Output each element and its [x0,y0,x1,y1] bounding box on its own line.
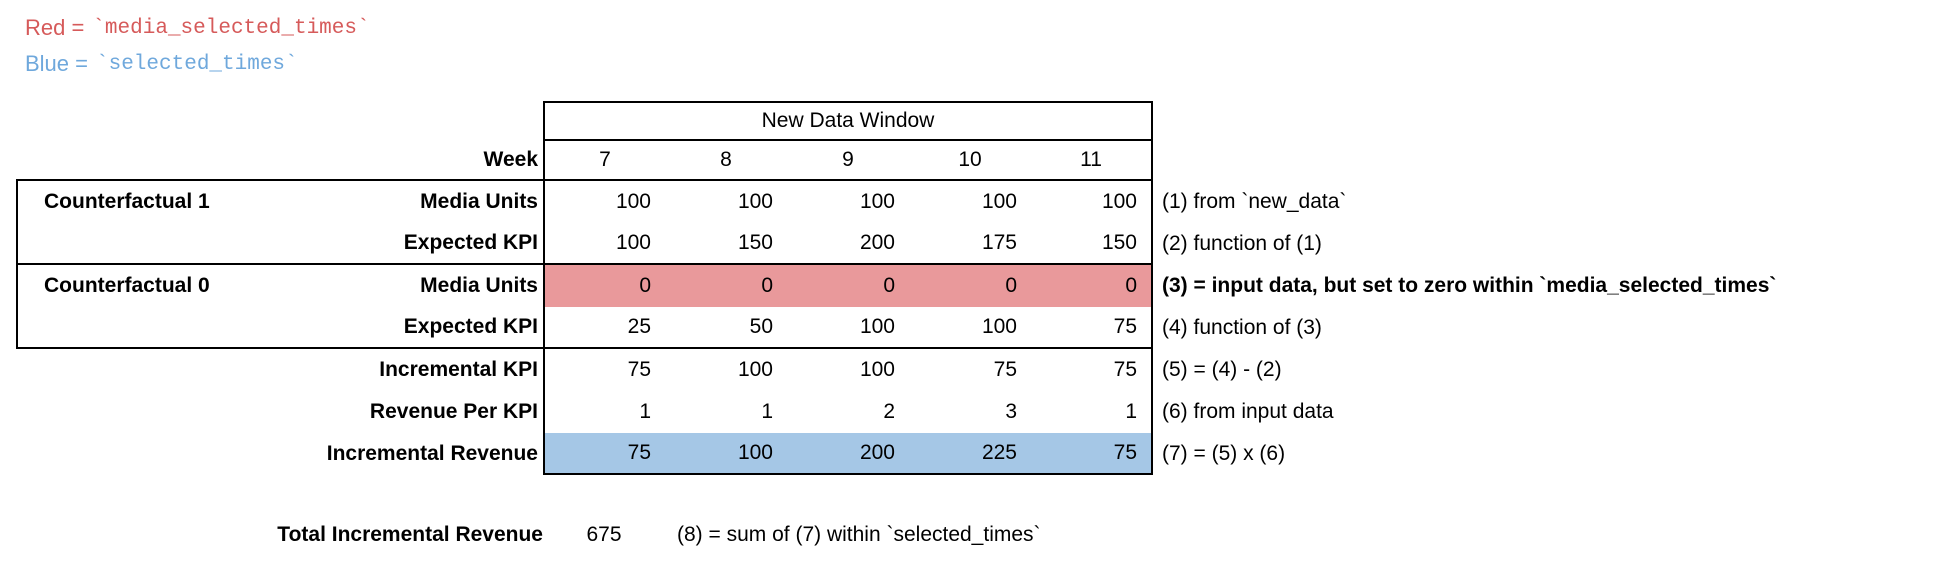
row-label: Revenue Per KPI [369,400,538,423]
total-value: 675 [586,523,622,546]
value-cell: 2 [883,400,895,423]
value-cell: 75 [543,349,665,391]
week-7-cell: 7 [543,141,665,181]
value-cell: 100 [543,223,665,265]
row-label: Expected KPI [276,223,543,265]
week-10-cell: 10 [909,141,1031,181]
week-9-cell: 9 [787,141,909,181]
value-cell: 100 [665,433,787,475]
total-row: Total Incremental Revenue 675 (8) = sum … [16,514,1041,556]
row-annotation: (3) = input data, but set to zero within… [1162,274,1777,297]
value-cell: 0 [1031,265,1153,307]
value-cell: 75 [1031,433,1153,475]
row-label: Media Units [420,274,538,297]
value-cell: 1 [761,400,773,423]
row-group-label: Counterfactual 0 [16,265,276,307]
value-cell: 100 [1031,181,1153,223]
value-cell: 0 [665,265,787,307]
row-label: Incremental KPI [379,358,538,381]
legend-blue-line: Blue = `selected_times` [25,46,370,82]
legend: Red = `media_selected_times` Blue = `sel… [25,10,370,82]
row-group-label: Counterfactual 1 [16,181,276,223]
legend-blue-code: `selected_times` [96,52,298,76]
legend-red-label: Red = [25,15,85,40]
value-cell: 200 [787,223,909,265]
value-cell: 100 [859,190,895,213]
week-label: Week [276,141,543,181]
row-label: Incremental Revenue [326,442,538,465]
legend-red-code: `media_selected_times` [92,16,370,40]
value-cell: 1 [543,391,665,433]
value-cell: 150 [665,223,787,265]
row-annotation: (2) function of (1) [1162,232,1322,255]
week-row-spacer [16,141,276,181]
row-group-label [16,433,276,475]
value-cell: 100 [737,358,773,381]
value-cell: 100 [787,307,909,349]
legend-red-line: Red = `media_selected_times` [25,10,370,46]
row-group-label [16,307,276,349]
row-annotation: (1) from `new_data` [1162,190,1347,213]
value-cell: 0 [543,265,665,307]
value-cell: 200 [787,433,909,475]
calculation-table: New Data Window Week 7 8 9 10 11 Counter… [16,101,1776,475]
table-header-new-data-window: New Data Window [543,101,1153,141]
value-cell: 100 [909,307,1031,349]
week-8-cell: 8 [665,141,787,181]
value-cell: 0 [787,265,909,307]
total-label: Total Incremental Revenue [277,523,543,546]
value-cell: 150 [1031,223,1153,265]
value-cell: 75 [543,433,665,475]
row-annotation: (7) = (5) x (6) [1162,442,1286,465]
row-group-label [16,391,276,433]
total-annotation: (8) = sum of (7) within `selected_times` [677,523,1041,546]
value-cell: 75 [1031,307,1153,349]
value-cell: 175 [909,223,1031,265]
value-cell: 100 [543,181,665,223]
row-annotation: (6) from input data [1162,400,1334,423]
value-cell: 100 [737,190,773,213]
row-label: Media Units [420,190,538,213]
value-cell: 75 [1031,349,1153,391]
week-11-cell: 11 [1031,141,1153,181]
value-cell: 75 [993,358,1017,381]
value-cell: 3 [1005,400,1017,423]
row-label: Expected KPI [276,307,543,349]
value-cell: 100 [859,358,895,381]
legend-blue-label: Blue = [25,51,88,76]
row-group-label [16,349,276,391]
value-cell: 25 [543,307,665,349]
row-annotation: (4) function of (3) [1162,316,1322,339]
row-group-label [16,223,276,265]
row-annotation: (5) = (4) - (2) [1162,358,1282,381]
value-cell: 0 [909,265,1031,307]
value-cell: 225 [909,433,1031,475]
value-cell: 1 [1031,391,1153,433]
value-cell: 50 [665,307,787,349]
value-cell: 100 [981,190,1017,213]
